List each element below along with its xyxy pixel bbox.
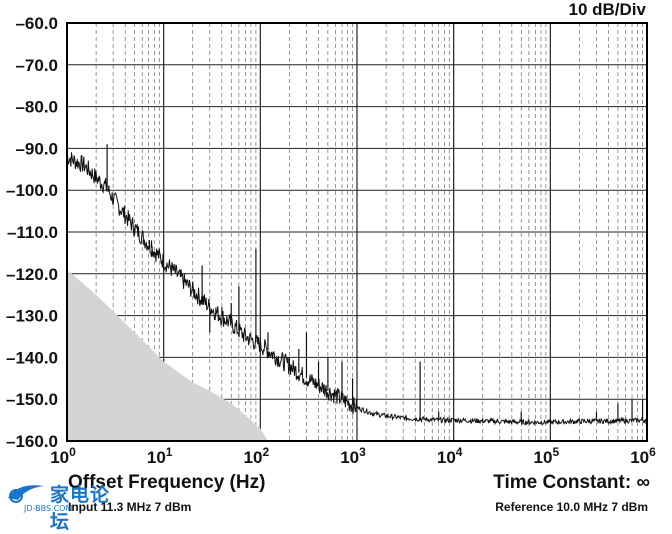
x-tick-base: 10 xyxy=(534,448,553,467)
x-tick-base: 10 xyxy=(147,448,166,467)
x-tick-label: 101 xyxy=(147,445,173,467)
x-tick-base: 10 xyxy=(50,448,69,467)
phase-noise-chart: –60.0 –70.0 –80.0 –90.0 –100.0 –110.0 –120.0 –1… xyxy=(6,14,656,467)
x-tick-base: 10 xyxy=(340,448,359,467)
watermark-logo: 家电论坛 JD-BBS.COM xyxy=(4,478,124,533)
x-tick-exponent: 5 xyxy=(552,445,559,459)
x-tick-exponent: 0 xyxy=(69,445,76,459)
spur-lines xyxy=(106,144,644,423)
y-tick-label: –100.0 xyxy=(6,181,58,200)
trace-line xyxy=(66,152,648,427)
y-tick-label: –90.0 xyxy=(15,139,58,158)
x-tick-labels: 100 101 102 103 104 105 106 xyxy=(50,445,656,467)
watermark-sub: JD-BBS.COM xyxy=(24,504,73,513)
x-tick-label: 106 xyxy=(630,445,656,467)
y-tick-label: –70.0 xyxy=(15,56,58,75)
y-tick-label: –140.0 xyxy=(6,348,58,367)
x-axis-label: Offset Frequency (Hz) xyxy=(68,472,266,493)
watermark-swoosh-icon xyxy=(8,485,44,503)
input-note: Input 11.3 MHz 7 dBm xyxy=(68,500,192,514)
floor-region xyxy=(67,269,268,441)
x-tick-base: 10 xyxy=(630,448,649,467)
x-tick-exponent: 3 xyxy=(359,445,366,459)
reference-note: Reference 10.0 MHz 7 dBm xyxy=(495,500,648,514)
x-tick-label: 102 xyxy=(244,445,270,467)
y-tick-label: –120.0 xyxy=(6,265,58,284)
y-tick-label: –80.0 xyxy=(15,98,58,117)
x-tick-exponent: 4 xyxy=(456,445,463,459)
x-tick-label: 104 xyxy=(437,445,463,467)
x-tick-label: 103 xyxy=(340,445,366,467)
y-tick-label: –150.0 xyxy=(6,390,58,409)
plot-frame xyxy=(66,22,648,442)
x-tick-base: 10 xyxy=(437,448,456,467)
x-tick-exponent: 2 xyxy=(262,445,269,459)
y-tick-label: –110.0 xyxy=(7,223,58,242)
y-tick-labels: –60.0 –70.0 –80.0 –90.0 –100.0 –110.0 –120.0 –1… xyxy=(6,14,58,451)
y-tick-label: –60.0 xyxy=(15,14,58,33)
y-tick-label: –160.0 xyxy=(6,432,58,451)
y-tick-label: –130.0 xyxy=(6,307,58,326)
scale-label: 10 dB/Div xyxy=(568,0,646,19)
time-constant-label: Time Constant: ∞ xyxy=(493,472,650,493)
x-tick-exponent: 1 xyxy=(166,445,173,459)
x-tick-base: 10 xyxy=(244,448,263,467)
x-tick-label: 100 xyxy=(50,445,76,467)
x-tick-label: 105 xyxy=(534,445,560,467)
x-tick-exponent: 6 xyxy=(649,445,656,459)
measurement-floor-area xyxy=(67,269,268,441)
phase-noise-trace xyxy=(66,152,648,427)
